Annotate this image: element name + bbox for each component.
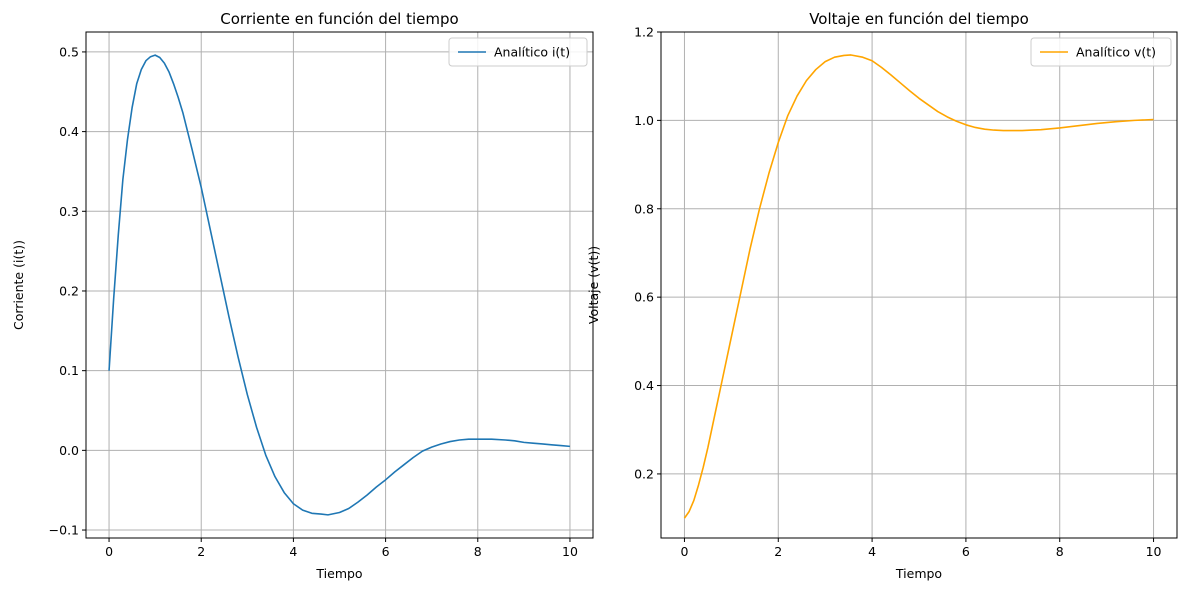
voltage-x-tick-label: 4 bbox=[868, 544, 876, 559]
current-axes-frame bbox=[85, 31, 594, 539]
current-y-tick-label: −0.1 bbox=[49, 523, 79, 538]
current-x-tick-label: 8 bbox=[474, 544, 482, 559]
current-y-tick-label: 0.3 bbox=[59, 204, 79, 219]
voltage-x-axis-label: Tiempo bbox=[895, 566, 942, 581]
current-x-tick-label: 0 bbox=[105, 544, 113, 559]
current-legend-box bbox=[448, 37, 588, 67]
voltage-legend-box bbox=[1030, 37, 1172, 67]
current-x-tick-label: 10 bbox=[562, 544, 578, 559]
voltage-y-tick-label: 0.4 bbox=[634, 378, 654, 393]
voltage-x-tick-label: 8 bbox=[1056, 544, 1064, 559]
voltage-x-tick-label: 0 bbox=[680, 544, 688, 559]
voltage-x-tick-label: 6 bbox=[962, 544, 970, 559]
voltage-y-tick-label: 0.6 bbox=[634, 290, 654, 305]
current-series-line bbox=[108, 54, 571, 516]
voltage-axes-frame bbox=[660, 31, 1178, 539]
voltage-chart: 0 2 4 6 8 10 0.2 0.4 0.6 0.8 1.0 1.2 Voltaje en func… bbox=[586, 10, 1178, 581]
voltage-y-axis-label: Voltaje (v(t)) bbox=[586, 246, 601, 324]
current-y-tick-label: 0.4 bbox=[59, 124, 79, 139]
current-y-axis-label: Corriente (i(t)) bbox=[11, 240, 26, 330]
voltage-y-tick-label: 0.2 bbox=[634, 466, 654, 481]
current-legend: Analítico i(t) bbox=[448, 37, 588, 67]
voltage-series-line bbox=[683, 54, 1154, 519]
voltage-legend-label: Analítico v(t) bbox=[1076, 45, 1156, 60]
voltage-legend: Analítico v(t) bbox=[1030, 37, 1172, 67]
voltage-x-tick-label: 2 bbox=[774, 544, 782, 559]
voltage-x-tick-label: 10 bbox=[1146, 544, 1162, 559]
current-x-tick-label: 4 bbox=[289, 544, 297, 559]
current-x-tick-label: 2 bbox=[197, 544, 205, 559]
current-y-tick-label: 0.5 bbox=[59, 44, 79, 59]
current-x-tick-label: 6 bbox=[382, 544, 390, 559]
voltage-y-tick-label: 1.2 bbox=[634, 25, 654, 40]
current-x-axis-label: Tiempo bbox=[315, 566, 362, 581]
current-chart: 0 2 4 6 8 10 −0.1 0.0 0.1 0.2 0.3 0.4 0.5 Corriente e… bbox=[11, 10, 594, 581]
current-chart-title: Corriente en función del tiempo bbox=[220, 10, 458, 28]
voltage-chart-title: Voltaje en función del tiempo bbox=[809, 10, 1029, 28]
voltage-y-tick-label: 1.0 bbox=[634, 113, 654, 128]
current-y-tick-label: 0.1 bbox=[59, 363, 79, 378]
current-y-tick-label: 0.0 bbox=[59, 443, 79, 458]
current-legend-label: Analítico i(t) bbox=[494, 45, 570, 60]
current-y-tick-label: 0.2 bbox=[59, 283, 79, 298]
voltage-y-tick-label: 0.8 bbox=[634, 201, 654, 216]
